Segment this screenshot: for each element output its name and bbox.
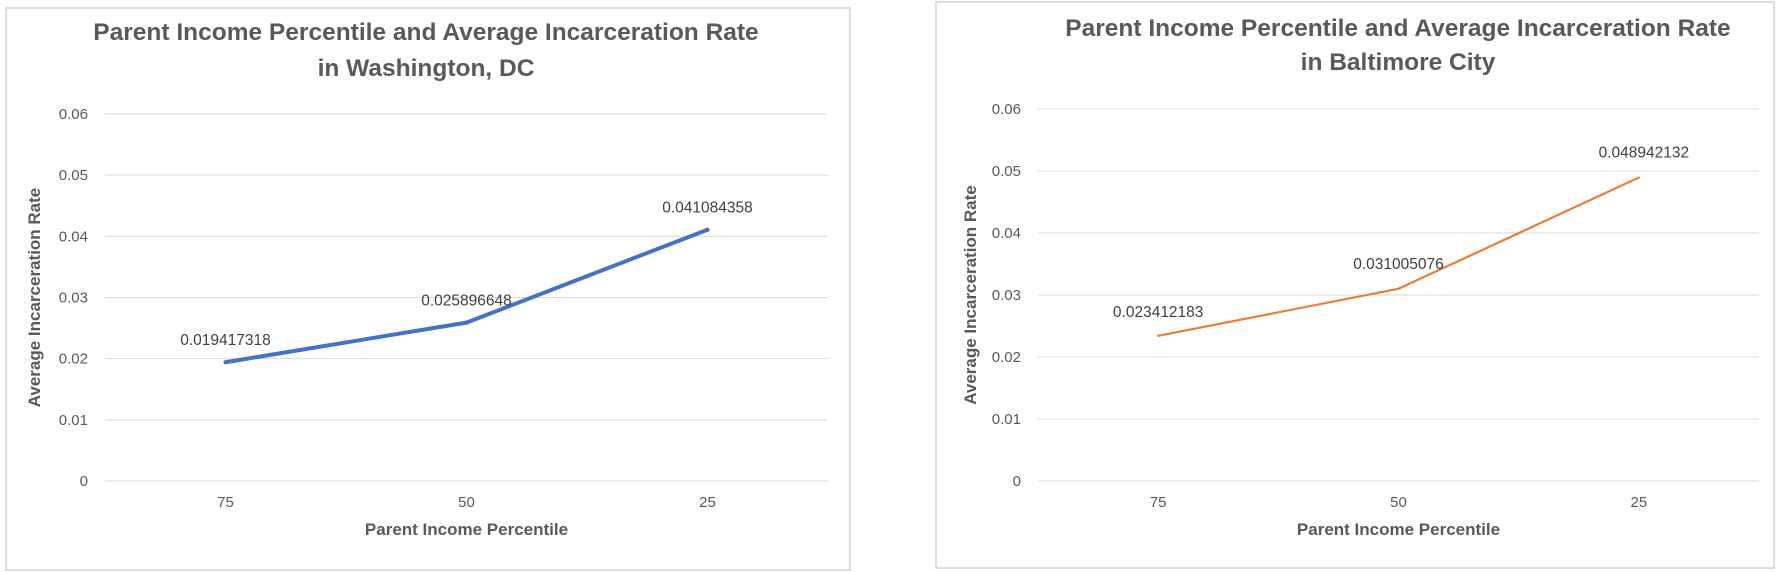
y-tick-label: 0.01 (992, 411, 1021, 428)
x-tick-label: 75 (1150, 494, 1167, 511)
y-axis-title: Average Incarceration Rate (25, 188, 44, 408)
y-tick-label: 0.04 (59, 228, 88, 245)
data-label: 0.048942132 (1599, 145, 1690, 162)
data-point (223, 360, 228, 365)
y-tick-label: 0.05 (992, 163, 1021, 180)
data-point (1397, 287, 1400, 290)
x-tick-label: 25 (1630, 494, 1647, 511)
chart-title-line: in Baltimore City (1301, 49, 1496, 76)
y-tick-label: 0.06 (992, 101, 1021, 118)
chart-title-line: Parent Income Percentile and Average Inc… (93, 19, 758, 46)
data-label: 0.023412183 (1113, 304, 1204, 321)
x-tick-label: 25 (699, 494, 716, 511)
data-label: 0.025896648 (421, 293, 512, 310)
y-axis-title: Average Incarceration Rate (961, 185, 980, 405)
x-tick-label: 50 (458, 494, 475, 511)
data-point (705, 227, 710, 232)
chart-title-line: in Washington, DC (318, 55, 535, 82)
chart-svg: Parent Income Percentile and Average Inc… (935, 1, 1775, 569)
x-axis-title: Parent Income Percentile (1297, 520, 1500, 539)
y-tick-label: 0 (1013, 473, 1021, 490)
x-axis-title: Parent Income Percentile (365, 520, 568, 539)
data-point (1637, 176, 1640, 179)
y-tick-label: 0.02 (59, 351, 88, 368)
data-label: 0.019417318 (180, 332, 271, 349)
y-tick-label: 0.02 (992, 349, 1021, 366)
data-point (1157, 334, 1160, 337)
data-label: 0.041084358 (662, 200, 753, 217)
y-tick-label: 0.05 (59, 167, 88, 184)
y-tick-label: 0.01 (59, 412, 88, 429)
chart-washington-dc: Parent Income Percentile and Average Inc… (0, 0, 860, 572)
y-tick-label: 0.03 (59, 290, 88, 307)
chart-baltimore-city: Parent Income Percentile and Average Inc… (930, 0, 1782, 572)
x-tick-label: 75 (217, 494, 234, 511)
x-tick-label: 50 (1390, 494, 1407, 511)
y-tick-label: 0.04 (992, 225, 1021, 242)
chart-frame (935, 1, 1775, 569)
y-tick-label: 0.06 (59, 106, 88, 123)
chart-frame (5, 7, 851, 571)
y-tick-label: 0 (80, 473, 88, 490)
data-point (464, 320, 469, 325)
chart-svg: Parent Income Percentile and Average Inc… (5, 7, 851, 571)
y-tick-label: 0.03 (992, 287, 1021, 304)
data-label: 0.031005076 (1353, 256, 1444, 273)
chart-title-line: Parent Income Percentile and Average Inc… (1065, 15, 1730, 42)
